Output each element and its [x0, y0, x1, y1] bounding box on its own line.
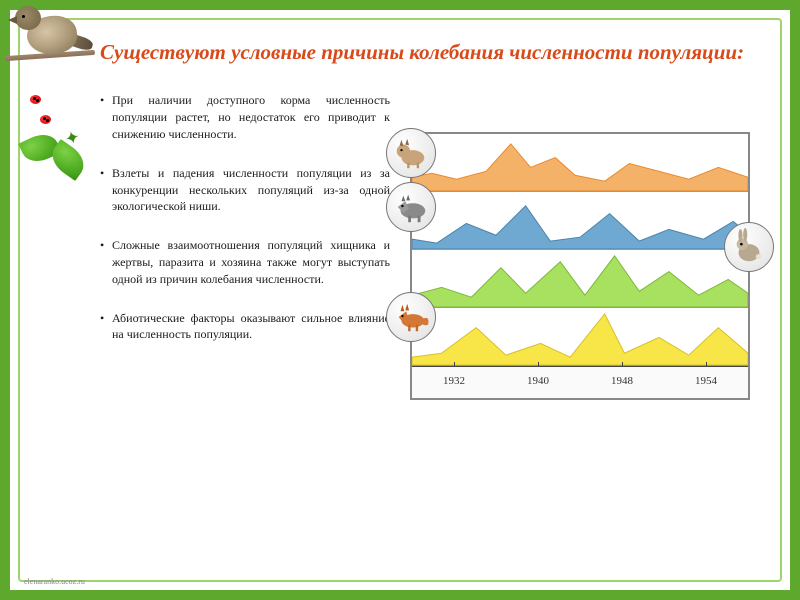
hare-icon: [724, 222, 774, 272]
x-axis-label: 1940: [496, 367, 580, 398]
sparrow-decoration: [5, 0, 100, 83]
footer-credit: elenaranko.ucoz.ru: [24, 577, 85, 586]
population-chart: 1932194019481954: [410, 132, 750, 400]
bullet-item: Взлеты и падения численности популяции и…: [100, 165, 390, 215]
bullet-item: Сложные взаимоотношения популяций хищник…: [100, 237, 390, 287]
main-row: При наличии доступного корма численность…: [100, 92, 758, 400]
bullet-item: Абиотические факторы оказывают сильное в…: [100, 310, 390, 344]
wolf-icon: [386, 182, 436, 232]
chart-track-fox: [412, 308, 748, 366]
chart-x-axis: 1932194019481954: [412, 366, 748, 398]
slide-outer-frame: ✦ Существуют условные причины колебания …: [0, 0, 800, 600]
slide-content: Существуют условные причины колебания чи…: [10, 10, 790, 590]
bullet-list: При наличии доступного корма численность…: [100, 92, 390, 400]
x-axis-label: 1948: [580, 367, 664, 398]
slide-title: Существуют условные причины колебания чи…: [100, 38, 758, 66]
x-axis-label: 1954: [664, 367, 748, 398]
chart-track-hare: [412, 250, 748, 308]
fox-icon: [386, 292, 436, 342]
chart-container: 1932194019481954: [410, 92, 758, 400]
lynx-icon: [386, 128, 436, 178]
chart-track-lynx: [412, 134, 748, 192]
x-axis-label: 1932: [412, 367, 496, 398]
chart-track-wolf: [412, 192, 748, 250]
bullet-item: При наличии доступного корма численность…: [100, 92, 390, 142]
